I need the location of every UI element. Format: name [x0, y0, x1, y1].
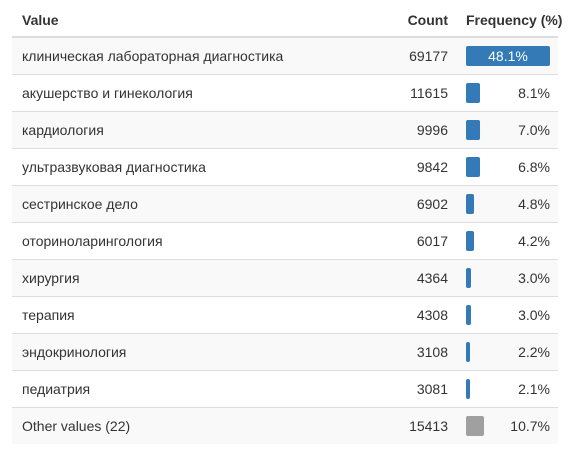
frequency-percent: 2.1%	[518, 379, 550, 399]
frequency-bar	[466, 268, 471, 288]
frequency-percent: 7.0%	[518, 120, 550, 140]
table-row: терапия 4308 3.0%	[12, 296, 558, 333]
cell-count: 9842	[387, 148, 458, 185]
table-row: оториноларингология 6017 4.2%	[12, 222, 558, 259]
frequency-bar-track: 2.1%	[466, 379, 550, 399]
frequency-percent: 4.2%	[518, 231, 550, 251]
cell-value: Other values (22)	[12, 407, 387, 444]
cell-count: 3108	[387, 333, 458, 370]
frequency-percent: 8.1%	[518, 83, 550, 103]
frequency-percent: 3.0%	[518, 268, 550, 288]
table-header: Value Count Frequency (%)	[12, 3, 558, 37]
cell-value: акушерство и гинекология	[12, 74, 387, 111]
cell-frequency: 4.8%	[458, 185, 558, 222]
cell-value: оториноларингология	[12, 222, 387, 259]
frequency-bar	[466, 231, 474, 251]
cell-value: терапия	[12, 296, 387, 333]
frequency-table: Value Count Frequency (%) клиническая ла…	[12, 3, 558, 444]
frequency-bar-track: 2.2%	[466, 342, 550, 362]
frequency-bar	[466, 120, 480, 140]
cell-value: кардиология	[12, 111, 387, 148]
frequency-bar-track: 6.8%	[466, 157, 550, 177]
frequency-percent: 3.0%	[518, 305, 550, 325]
frequency-bar	[466, 379, 470, 399]
cell-count: 69177	[387, 37, 458, 74]
cell-frequency: 8.1%	[458, 74, 558, 111]
cell-frequency: 6.8%	[458, 148, 558, 185]
table-row: кардиология 9996 7.0%	[12, 111, 558, 148]
frequency-percent: 48.1%	[466, 46, 550, 66]
frequency-bar	[466, 157, 480, 177]
cell-value: педиатрия	[12, 370, 387, 407]
cell-count: 6902	[387, 185, 458, 222]
table-row-other: Other values (22) 15413 10.7%	[12, 407, 558, 444]
cell-value: эндокринология	[12, 333, 387, 370]
table-body: клиническая лабораторная диагностика 6917…	[12, 37, 558, 444]
column-header-value: Value	[12, 3, 387, 37]
cell-count: 4308	[387, 296, 458, 333]
cell-value: ультразвуковая диагностика	[12, 148, 387, 185]
table-row: хирургия 4364 3.0%	[12, 259, 558, 296]
frequency-percent: 2.2%	[518, 342, 550, 362]
frequency-bar-track: 4.8%	[466, 194, 550, 214]
frequency-bar-track: 7.0%	[466, 120, 550, 140]
cell-frequency: 48.1%	[458, 37, 558, 74]
frequency-bar-other	[466, 416, 484, 436]
cell-count: 9996	[387, 111, 458, 148]
column-header-count: Count	[387, 3, 458, 37]
cell-frequency: 2.2%	[458, 333, 558, 370]
cell-value: сестринское дело	[12, 185, 387, 222]
table-row: эндокринология 3108 2.2%	[12, 333, 558, 370]
cell-frequency: 7.0%	[458, 111, 558, 148]
frequency-percent: 6.8%	[518, 157, 550, 177]
frequency-bar-track: 48.1%	[466, 46, 550, 66]
table-row: ультразвуковая диагностика 9842 6.8%	[12, 148, 558, 185]
frequency-bar	[466, 342, 470, 362]
cell-count: 15413	[387, 407, 458, 444]
cell-value: клиническая лабораторная диагностика	[12, 37, 387, 74]
frequency-percent: 10.7%	[510, 416, 550, 436]
cell-count: 6017	[387, 222, 458, 259]
header-row: Value Count Frequency (%)	[12, 3, 558, 37]
cell-count: 3081	[387, 370, 458, 407]
frequency-bar-track: 8.1%	[466, 83, 550, 103]
frequency-bar-track: 10.7%	[466, 416, 550, 436]
cell-count: 4364	[387, 259, 458, 296]
cell-frequency: 3.0%	[458, 296, 558, 333]
frequency-bar-track: 3.0%	[466, 268, 550, 288]
cell-frequency: 3.0%	[458, 259, 558, 296]
cell-count: 11615	[387, 74, 458, 111]
frequency-bar	[466, 83, 480, 103]
cell-value: хирургия	[12, 259, 387, 296]
table-row: педиатрия 3081 2.1%	[12, 370, 558, 407]
cell-frequency: 10.7%	[458, 407, 558, 444]
frequency-bar-track: 4.2%	[466, 231, 550, 251]
frequency-bar	[466, 194, 474, 214]
table-row: акушерство и гинекология 11615 8.1%	[12, 74, 558, 111]
frequency-percent: 4.8%	[518, 194, 550, 214]
cell-frequency: 2.1%	[458, 370, 558, 407]
table-row: клиническая лабораторная диагностика 6917…	[12, 37, 558, 74]
cell-frequency: 4.2%	[458, 222, 558, 259]
frequency-bar	[466, 305, 471, 325]
column-header-frequency: Frequency (%)	[458, 3, 558, 37]
table-row: сестринское дело 6902 4.8%	[12, 185, 558, 222]
frequency-bar-track: 3.0%	[466, 305, 550, 325]
